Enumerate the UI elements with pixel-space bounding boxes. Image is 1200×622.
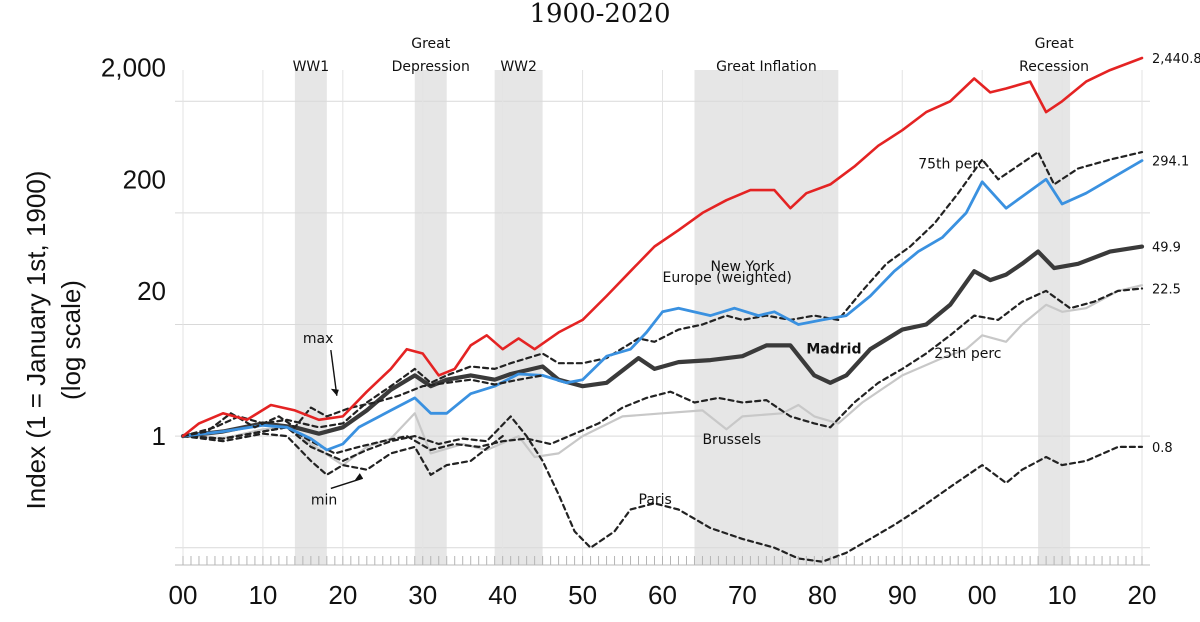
max-arrow-head bbox=[330, 388, 339, 396]
chart-title: 1900-2020 bbox=[529, 0, 670, 29]
y-axis-title: Index (1 = January 1st, 1900) bbox=[21, 171, 51, 510]
min-arrow-line bbox=[330, 477, 364, 490]
shade-ww2 bbox=[494, 70, 543, 565]
x-tick-label: 00 bbox=[968, 580, 997, 610]
y-tick-label: 20 bbox=[137, 276, 166, 306]
shade-label-great-depression: Great bbox=[411, 36, 450, 52]
x-tick-label: 80 bbox=[808, 580, 837, 610]
shade-great-inflation bbox=[694, 70, 839, 565]
series-label-max: max bbox=[303, 331, 334, 347]
shade-label-ww2: WW2 bbox=[500, 59, 537, 75]
series-line-madrid bbox=[180, 244, 1145, 439]
series-label-paris: Paris bbox=[639, 492, 672, 508]
y-axis: 1 20 200 2,000 bbox=[101, 53, 166, 451]
shaded-periods: WW1 Great Depression WW2 Great Inflation Grea… bbox=[293, 36, 1089, 565]
shade-label-great-depression: Depression bbox=[392, 59, 470, 75]
end-label-25th-perc: 22.5 bbox=[1152, 283, 1181, 298]
series-labels: Brussels Paris min Madrid 25th perc 75th perc… bbox=[303, 52, 1200, 508]
y-tick-label: 200 bbox=[123, 164, 166, 194]
gridlines bbox=[175, 70, 1150, 565]
series-line-europe-weighted bbox=[181, 159, 1144, 452]
x-tick-label: 10 bbox=[248, 580, 277, 610]
shade-great-recession bbox=[1038, 70, 1071, 565]
series-lines bbox=[180, 56, 1145, 563]
min-arrow-head bbox=[354, 473, 363, 481]
shade-label-great-recession: Recession bbox=[1019, 59, 1089, 75]
series-line-new-york bbox=[181, 56, 1144, 438]
x-tick-label: 70 bbox=[728, 580, 757, 610]
series-label-75th-perc: 75th perc bbox=[918, 156, 985, 172]
shade-ww1 bbox=[294, 70, 327, 565]
x-tick-label: 20 bbox=[328, 580, 357, 610]
series-line-min bbox=[181, 432, 504, 476]
x-tick-label: 30 bbox=[408, 580, 437, 610]
x-tick-label: 50 bbox=[568, 580, 597, 610]
y-axis-subtitle: (log scale) bbox=[56, 280, 86, 400]
x-tick-label: 60 bbox=[648, 580, 677, 610]
x-tick-label: 00 bbox=[169, 580, 198, 610]
series-label-europe-weighted: Europe (weighted) bbox=[663, 270, 792, 286]
series-label-min: min bbox=[311, 492, 337, 508]
shade-label-great-inflation: Great Inflation bbox=[716, 59, 817, 75]
series-line-brussels bbox=[181, 284, 1144, 467]
series-label-25th-perc: 25th perc bbox=[934, 346, 1001, 362]
series-label-brussels: Brussels bbox=[702, 432, 761, 448]
x-axis: 00 10 20 30 40 50 60 70 80 90 00 10 20 bbox=[169, 556, 1157, 610]
end-label-paris: 0.8 bbox=[1152, 441, 1173, 456]
shade-label-great-recession: Great bbox=[1035, 36, 1074, 52]
shade-great-depression bbox=[414, 70, 447, 565]
x-tick-label: 10 bbox=[1048, 580, 1077, 610]
y-tick-label: 1 bbox=[152, 421, 166, 451]
x-tick-label: 40 bbox=[488, 580, 517, 610]
series-label-madrid: Madrid bbox=[806, 341, 861, 357]
max-arrow-line bbox=[330, 349, 338, 396]
shade-label-ww1: WW1 bbox=[293, 59, 330, 75]
y-tick-label: 2,000 bbox=[101, 53, 166, 83]
end-label-europe-weighted: 294.1 bbox=[1152, 155, 1189, 170]
end-label-madrid: 49.9 bbox=[1152, 241, 1181, 256]
series-line-paris bbox=[181, 415, 1144, 563]
series-label-new-york: New York bbox=[710, 259, 775, 275]
x-tick-label: 20 bbox=[1128, 580, 1157, 610]
x-tick-label: 90 bbox=[888, 580, 917, 610]
end-label-new-york: 2,440.8 bbox=[1152, 52, 1200, 67]
